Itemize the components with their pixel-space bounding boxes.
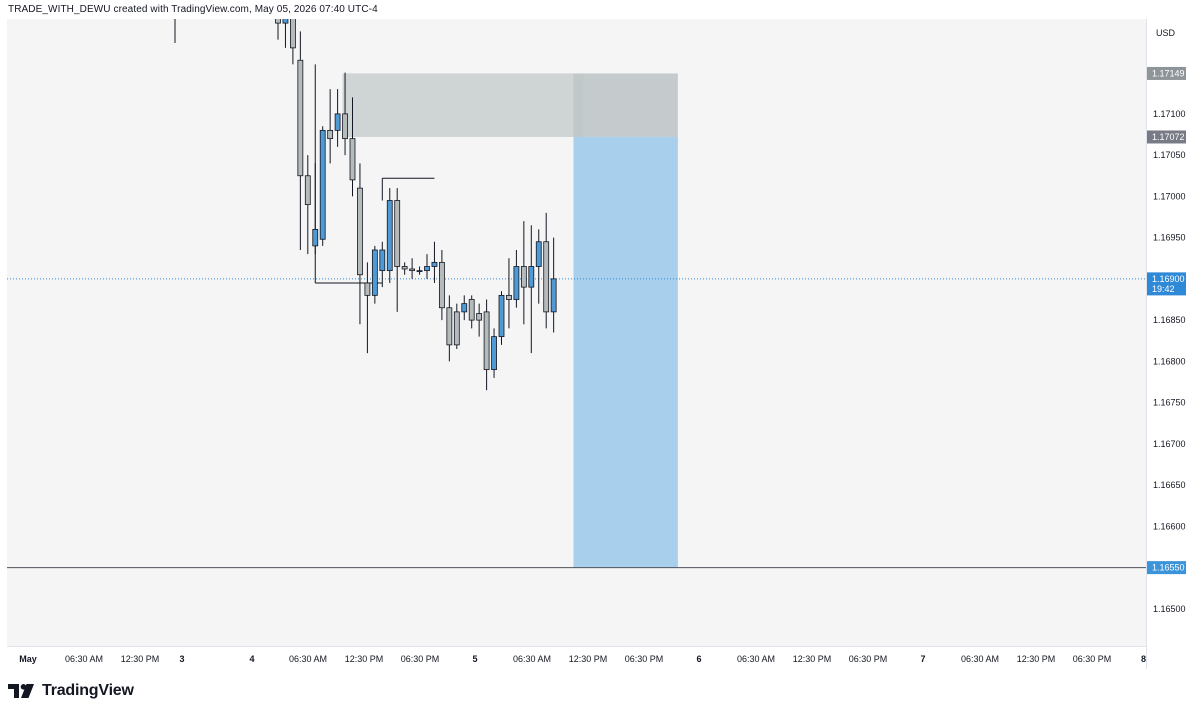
currency-label: USD (1156, 28, 1176, 38)
candle-body (431, 261, 438, 267)
price-tick-label: 1.16800 (1153, 356, 1186, 366)
price-tick-label: 1.16500 (1153, 604, 1186, 614)
price-tick-label: 1.16700 (1153, 439, 1186, 449)
price-tick-label: 1.17050 (1153, 150, 1186, 160)
current-price-countdown: 19:42 (1152, 284, 1175, 294)
candle-body (491, 336, 497, 371)
price-tag (1147, 130, 1186, 144)
tradingview-brand-text: TradingView (42, 682, 134, 699)
time-tick-label: 06:30 AM (289, 654, 327, 664)
candle-body (342, 113, 348, 140)
price-tag-label: 1.17072 (1152, 132, 1185, 142)
time-tick-label: 06:30 PM (849, 654, 888, 664)
candle-body (453, 311, 460, 346)
tradingview-logo-icon (8, 684, 34, 698)
price-tag-label: 1.17149 (1152, 68, 1185, 78)
position-target-box (573, 136, 678, 568)
candle-body (334, 113, 341, 131)
candle-body (386, 200, 393, 272)
price-tick-label: 1.17000 (1153, 191, 1186, 201)
time-tick-label: 12:30 PM (569, 654, 608, 664)
candle-body (401, 266, 408, 270)
time-tick-label: 3 (179, 654, 184, 664)
candle-body (416, 270, 423, 273)
time-tick-label: 8 (1141, 654, 1146, 664)
price-tick-label: 1.16750 (1153, 398, 1186, 408)
candle-body (394, 200, 401, 267)
candle-body (528, 266, 535, 288)
price-tick-label: 1.16950 (1153, 233, 1186, 243)
current-price-value: 1.16900 (1152, 274, 1185, 284)
candle-body (461, 303, 468, 313)
time-tick-label: 06:30 AM (737, 654, 775, 664)
time-tick-label: 06:30 PM (401, 654, 440, 664)
candle-body (319, 129, 326, 240)
price-tag (1147, 66, 1186, 80)
candle-body (327, 129, 334, 140)
candle-body (379, 249, 386, 272)
candle-body (289, 6, 296, 49)
price-tick-label: 1.16650 (1153, 480, 1186, 490)
price-axis-svg: USD 1.16500 1.16550 1.16600 1.16650 1.16700 1.… (1146, 19, 1186, 669)
candle-body (409, 268, 416, 272)
chart-plot-area[interactable] (7, 0, 1146, 646)
candle-body (520, 266, 527, 288)
time-tick-label: 12:30 PM (121, 654, 160, 664)
candle-body (498, 294, 505, 338)
chart-svg (7, 0, 1146, 569)
time-tick-label: 12:30 PM (345, 654, 384, 664)
candle-body (513, 266, 520, 300)
candle-body (357, 187, 363, 276)
current-price-tag (1147, 272, 1186, 296)
candle-body (364, 282, 371, 296)
time-tick-label: 12:30 PM (793, 654, 832, 664)
candle-body (550, 278, 557, 313)
candle-body (282, 6, 289, 24)
price-tick-label: 1.16600 (1153, 521, 1186, 531)
candle-body (297, 59, 304, 177)
time-tick-label: 06:30 PM (625, 654, 664, 664)
candle-body (438, 261, 445, 309)
time-tick-label: 4 (249, 654, 254, 664)
candle-body (468, 299, 475, 321)
supply-zone (342, 73, 584, 137)
time-tick-label: 06:30 AM (961, 654, 999, 664)
price-tag (1147, 561, 1186, 575)
candle-body (543, 241, 550, 313)
footer: TradingView (8, 680, 134, 702)
candle-body (535, 241, 542, 267)
time-axis[interactable]: May 06:30 AM 12:30 PM 3 4 06:30 AM 12:30 PM 06:… (7, 646, 1146, 670)
candle-body (424, 266, 430, 272)
chart-header-attribution: TRADE_WITH_DEWU created with TradingView… (8, 4, 378, 15)
time-tick-label: 06:30 AM (65, 654, 103, 664)
time-tick-label: 6 (696, 654, 701, 664)
time-tick-label: 7 (920, 654, 925, 664)
time-tick-label: 06:30 PM (1073, 654, 1112, 664)
price-tick-label: 1.17100 (1153, 109, 1186, 119)
candle-body (476, 313, 483, 321)
candle-body (349, 138, 356, 181)
candle-body (483, 311, 490, 371)
position-stop-box (573, 73, 678, 137)
price-tick-label: 1.16850 (1153, 315, 1186, 325)
candle-body (446, 307, 453, 346)
candle-body (304, 175, 311, 206)
candle-body (506, 294, 512, 300)
candle-body (371, 249, 378, 296)
time-tick-label: 12:30 PM (1017, 654, 1056, 664)
candle-body (275, 16, 281, 24)
price-axis[interactable]: USD 1.16500 1.16550 1.16600 1.16650 1.16700 1.… (1146, 19, 1200, 669)
time-tick-label: 5 (472, 654, 477, 664)
time-axis-svg: May 06:30 AM 12:30 PM 3 4 06:30 AM 12:30 PM 06:… (7, 646, 1146, 664)
candle-body (312, 228, 319, 247)
time-tick-label: 06:30 AM (513, 654, 551, 664)
time-tick-label: May (19, 654, 37, 664)
price-tag-label: 1.16550 (1152, 563, 1185, 573)
